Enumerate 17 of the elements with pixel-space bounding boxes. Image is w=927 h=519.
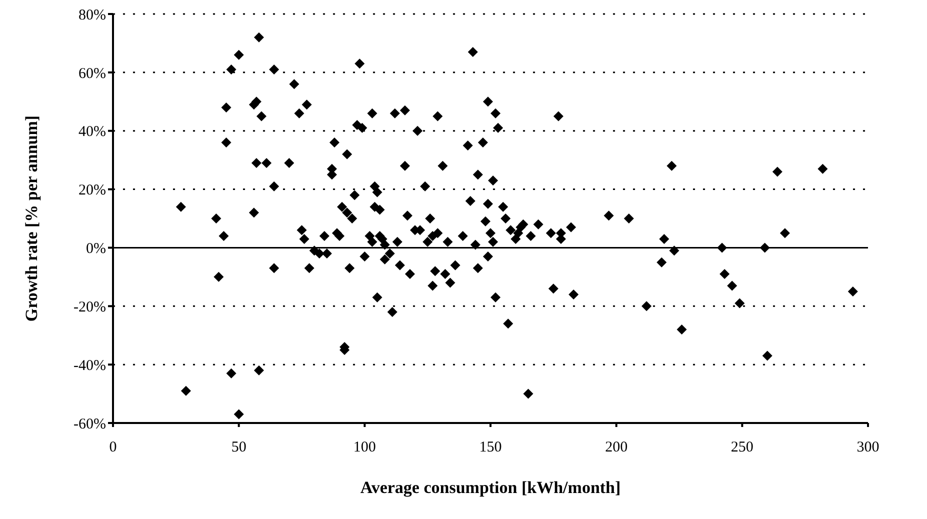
y-tick-label: -40%	[74, 358, 106, 374]
x-tick-label: 0	[109, 440, 117, 456]
y-tick-label: 60%	[78, 66, 106, 82]
y-tick-label: 20%	[78, 182, 106, 199]
x-tick-label: 250	[730, 440, 754, 456]
y-tick-label: -20%	[74, 299, 106, 316]
y-tick-label: 40%	[78, 124, 106, 140]
y-axis-title: Growth rate [% per annum]	[22, 115, 42, 322]
x-tick-label: 100	[353, 440, 376, 456]
x-tick-label: 50	[231, 440, 246, 456]
y-tick-label: 80%	[78, 7, 106, 24]
x-tick-label: 150	[479, 440, 502, 456]
x-tick-label: 200	[605, 440, 628, 456]
y-tick-label: -60%	[74, 416, 106, 432]
x-tick-label: 300	[856, 440, 880, 456]
x-axis-title: Average consumption [kWh/month]	[360, 478, 621, 497]
y-tick-label: 0%	[86, 241, 106, 258]
